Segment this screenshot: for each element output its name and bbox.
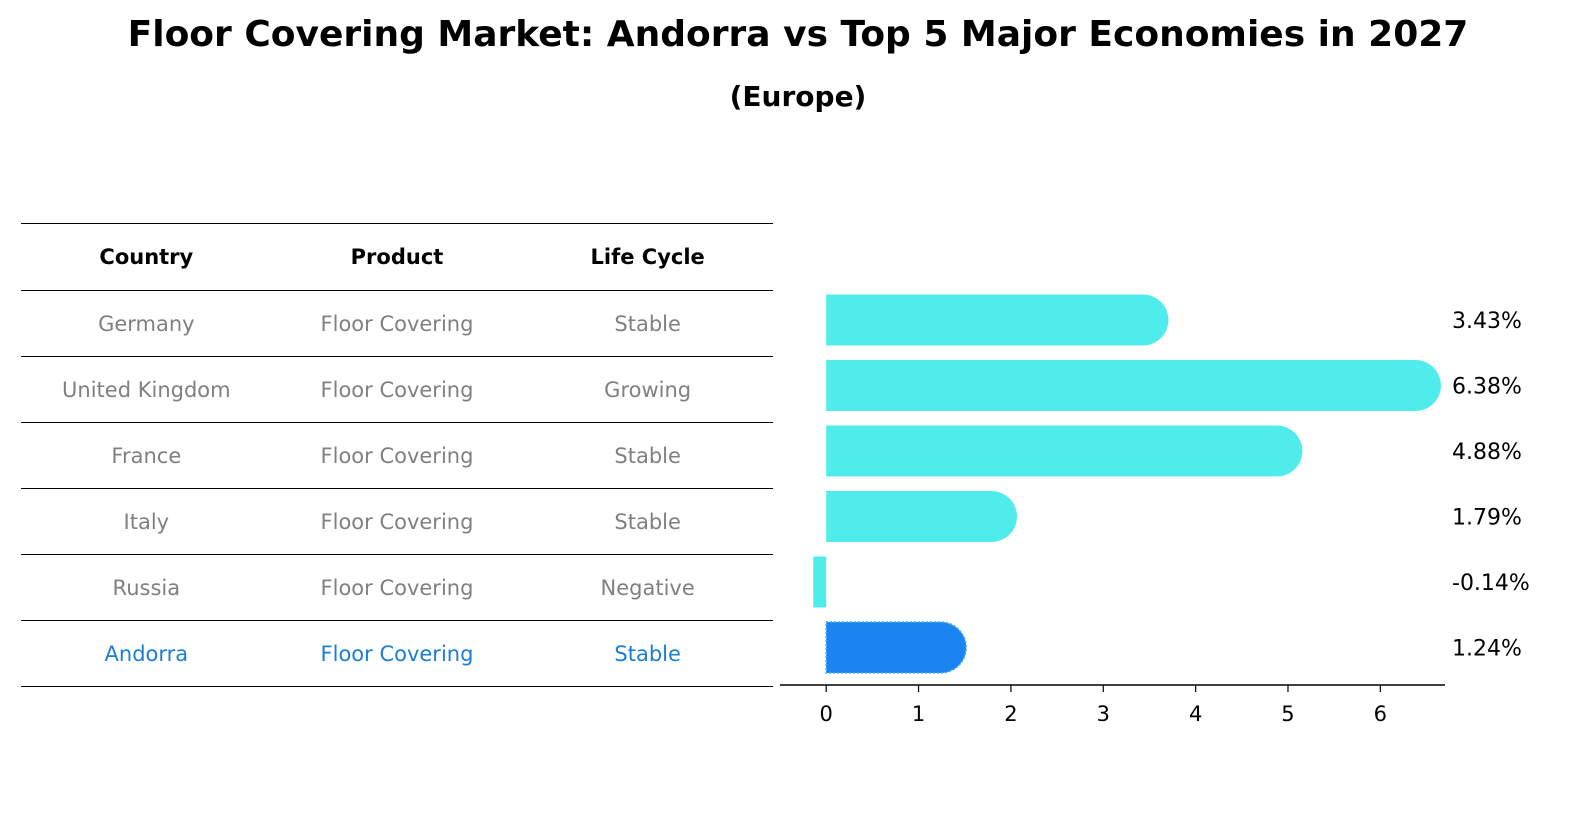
cell-life-cycle: Growing — [522, 356, 773, 423]
cell-life-cycle: Stable — [522, 422, 773, 489]
x-tick-label: 3 — [1097, 702, 1110, 726]
x-tick-label: 1 — [912, 702, 925, 726]
growth-bar-chart: 3.43% 6.38% 4.88% 1.79% -0.14% 1.24% 0 1 2 3 4 5 6 — [780, 294, 1530, 726]
cell-product: Floor Covering — [271, 422, 523, 489]
value-label: 4.88% — [1452, 440, 1522, 465]
value-label: 6.38% — [1452, 375, 1522, 400]
x-tick-label: 2 — [1004, 702, 1017, 726]
table-row-highlight: Andorra Floor Covering Stable — [21, 620, 773, 687]
cell-product: Floor Covering — [271, 620, 523, 687]
table-header-row: Country Product Life Cycle — [21, 223, 773, 291]
cell-product: Floor Covering — [271, 488, 523, 555]
bar-united-kingdom — [826, 360, 1441, 411]
column-header-life-cycle: Life Cycle — [522, 223, 773, 291]
cell-country: Russia — [21, 554, 272, 621]
chart-title: Floor Covering Market: Andorra vs Top 5 … — [127, 14, 1469, 55]
cell-country: France — [21, 422, 272, 489]
cell-life-cycle: Stable — [522, 488, 773, 555]
bar-andorra — [825, 621, 967, 674]
cell-country: Italy — [21, 488, 272, 555]
table-row: Germany Floor Covering Stable — [21, 290, 773, 357]
table-row: Italy Floor Covering Stable — [21, 488, 773, 555]
column-header-country: Country — [21, 223, 272, 291]
market-table: Country Product Life Cycle Germany Floor… — [21, 223, 773, 687]
chart-subtitle: (Europe) — [729, 80, 867, 113]
table-row: Russia Floor Covering Negative — [21, 554, 773, 621]
x-tick-label: 0 — [819, 702, 832, 726]
bar-italy — [826, 491, 1018, 542]
cell-product: Floor Covering — [271, 356, 523, 423]
value-label: 3.43% — [1452, 309, 1522, 334]
cell-life-cycle: Stable — [522, 290, 773, 357]
value-label: 1.79% — [1452, 506, 1522, 531]
cell-country: United Kingdom — [21, 356, 272, 423]
cell-country: Germany — [21, 290, 272, 357]
cell-country: Andorra — [21, 620, 272, 687]
value-label: 1.24% — [1452, 637, 1522, 662]
cell-life-cycle: Negative — [522, 554, 773, 621]
cell-product: Floor Covering — [271, 290, 523, 357]
table-row: United Kingdom Floor Covering Growing — [21, 356, 773, 423]
bar-germany — [826, 294, 1169, 346]
x-tick-label: 6 — [1374, 702, 1387, 726]
cell-life-cycle: Stable — [522, 620, 773, 687]
bar-france — [826, 425, 1303, 477]
x-tick-label: 5 — [1281, 702, 1294, 726]
value-label: -0.14% — [1452, 571, 1530, 596]
x-tick-label: 4 — [1189, 702, 1202, 726]
bar-russia — [813, 556, 827, 608]
column-header-product: Product — [271, 223, 523, 291]
table-row: France Floor Covering Stable — [21, 422, 773, 489]
cell-product: Floor Covering — [271, 554, 523, 621]
